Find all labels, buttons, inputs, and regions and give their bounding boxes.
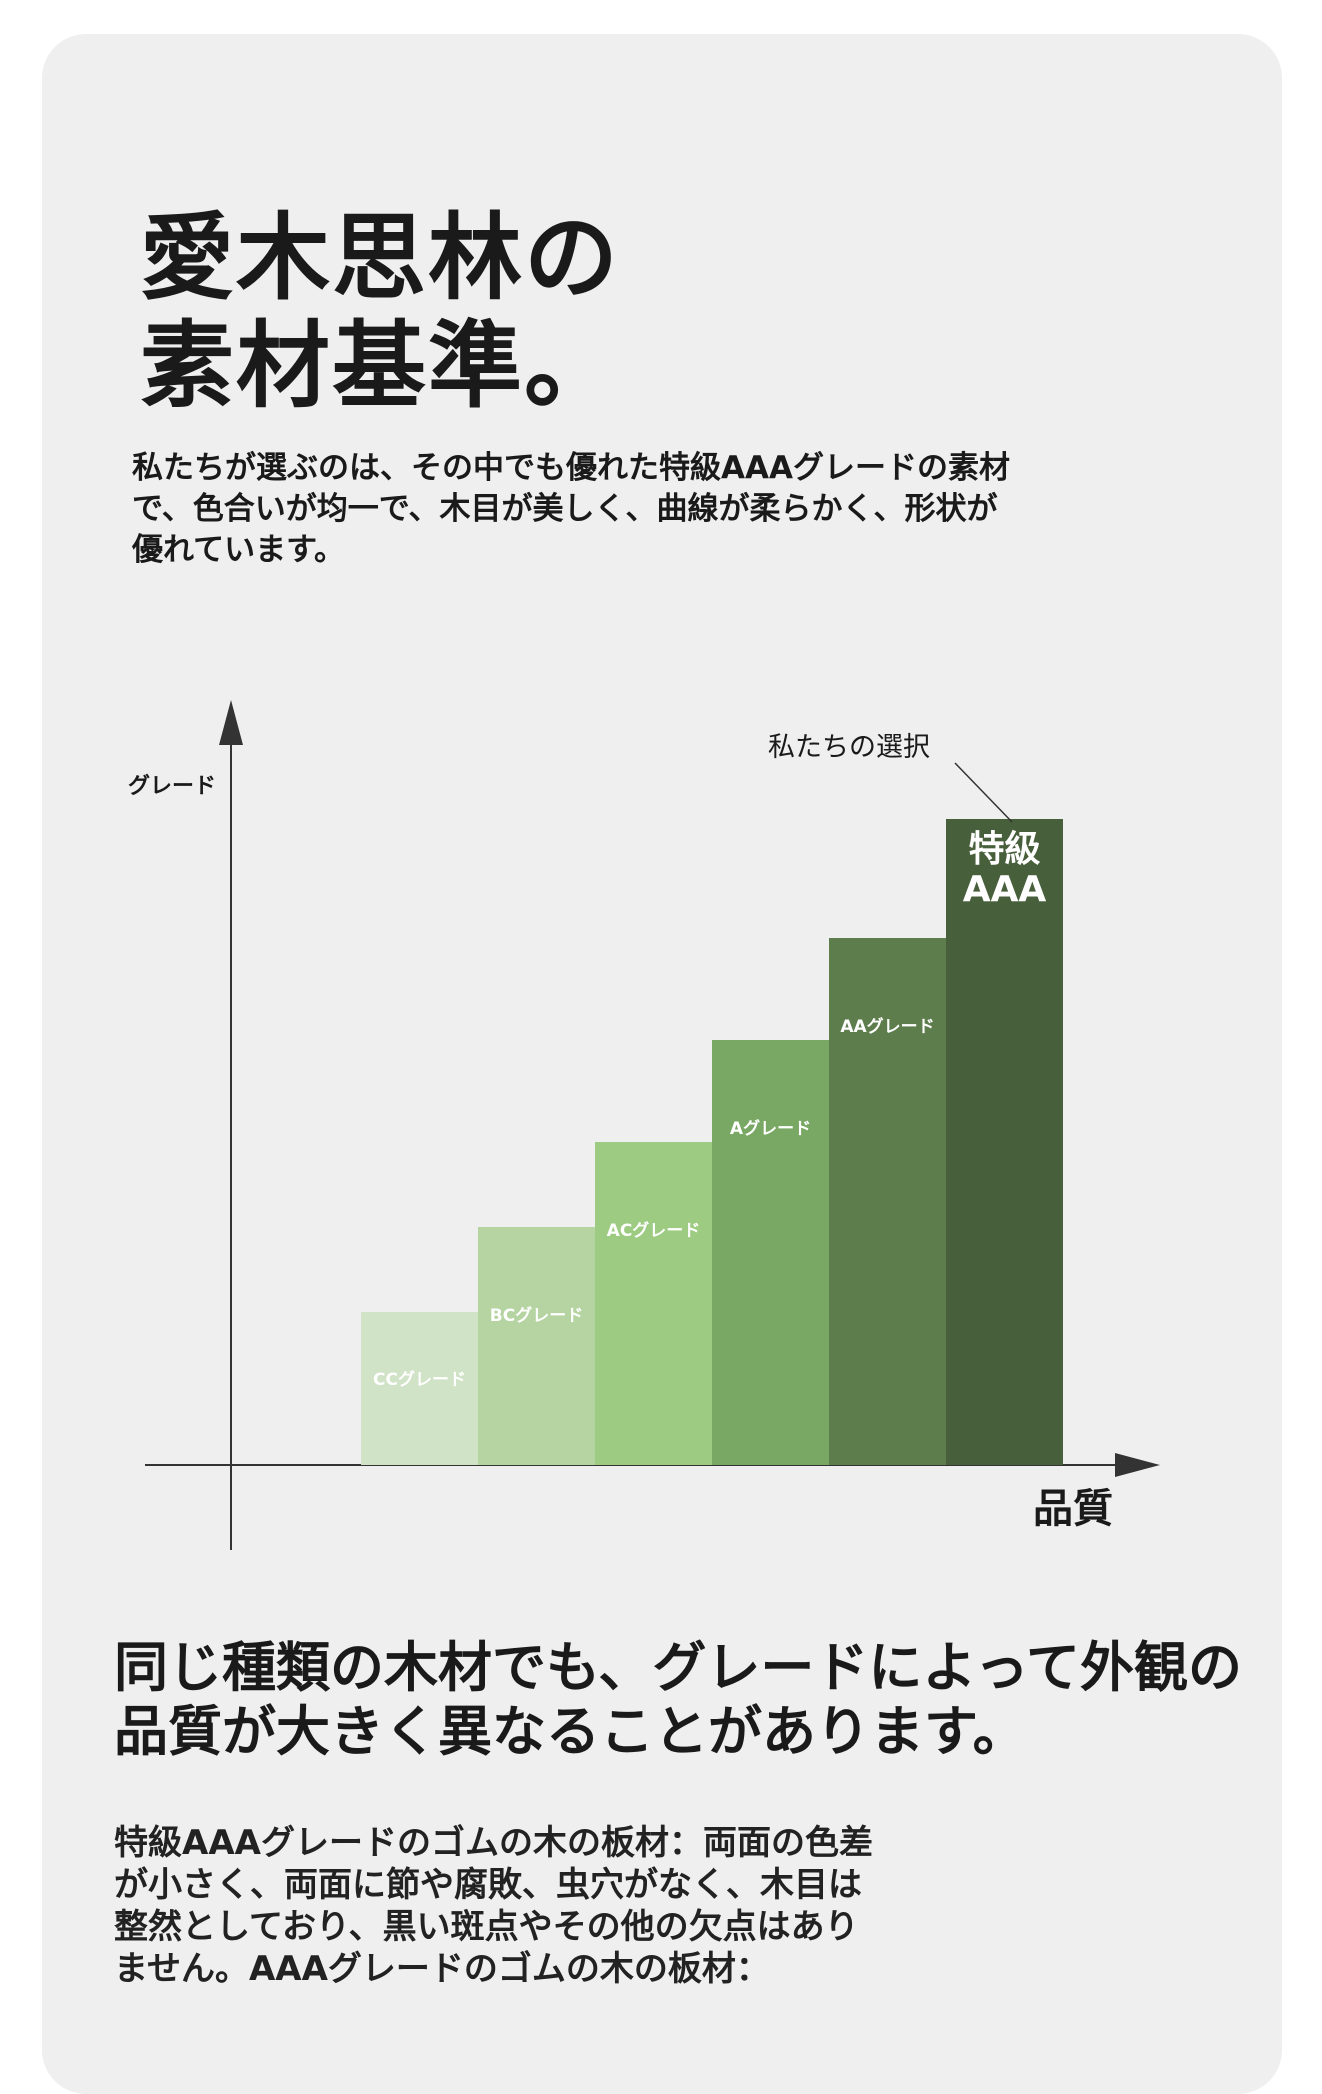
bar-label-6-2: AAA <box>963 869 1047 910</box>
title-line-1: 愛木思林の <box>140 204 621 313</box>
bar-6 <box>946 819 1063 1465</box>
bar-5 <box>829 938 946 1465</box>
bars: CCグレード BCグレード ACグレード Aグレード AAグレード 特級AAA <box>361 819 1063 1465</box>
content-card <box>42 34 1282 2094</box>
subheading: 同じ種類の木材でも、グレードによって外観の品質が大きく異なることがあります。 <box>114 1636 1243 1763</box>
bar-label-2: BCグレード <box>490 1305 583 1326</box>
annotation-text: 私たちの選択 <box>768 732 930 763</box>
bar-2 <box>478 1227 595 1465</box>
intro-text: 私たちが選ぶのは、その中でも優れた特級AAAグレードの素材で、色合いが均一で、木… <box>132 450 1010 568</box>
bar-label-3: ACグレード <box>607 1220 701 1241</box>
y-axis-arrow <box>219 700 243 745</box>
title-line-2: 素材基準。 <box>140 312 621 421</box>
grade-chart: グレード 品質 CCグレード BCグレード ACグレード Aグレード AAグレード 特級A… <box>128 700 1160 1550</box>
page-title: 愛木思林の 素材基準。 <box>140 205 620 421</box>
x-axis-arrow <box>1115 1453 1160 1477</box>
annotation-leader <box>954 762 1013 823</box>
bar-label-5: AAグレード <box>840 1016 934 1037</box>
bar-3 <box>595 1142 712 1465</box>
y-axis-label: グレード <box>128 773 216 799</box>
bar-label-6-1: 特級 <box>968 829 1040 870</box>
bar-label-1: CCグレード <box>373 1369 466 1390</box>
bar-4 <box>712 1040 829 1465</box>
bar-1 <box>361 1312 478 1465</box>
x-axis-label: 品質 <box>1033 1486 1113 1532</box>
bar-label-4: Aグレード <box>730 1118 811 1139</box>
body-text: 特級AAAグレードのゴムの木の板材：両面の色差が小さく、両面に節や腐敗、虫穴がな… <box>114 1823 873 1989</box>
